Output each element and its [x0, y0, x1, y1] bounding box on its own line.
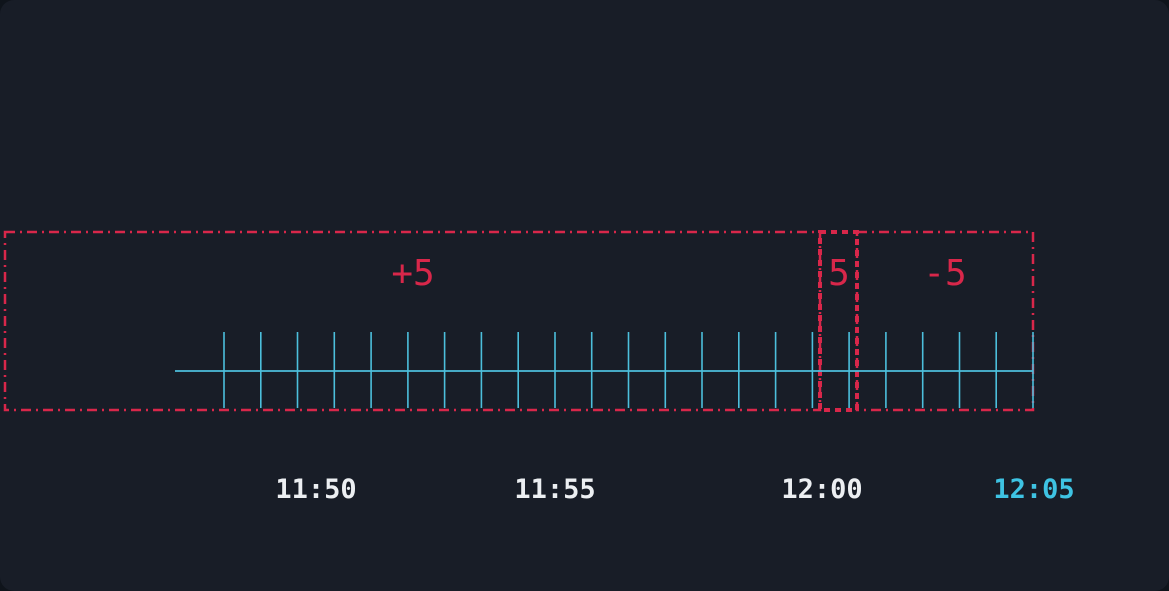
- time-label-1205-current: 12:05: [993, 474, 1074, 505]
- region-plus-label: +5: [391, 253, 434, 294]
- time-label-1200: 12:00: [781, 474, 862, 505]
- region-mid-label: 5: [828, 253, 850, 294]
- region-minus-box: [855, 230, 1035, 412]
- time-label-1155: 11:55: [514, 474, 595, 505]
- timeline-ticks: [223, 332, 1034, 408]
- region-minus-label: -5: [923, 253, 966, 294]
- time-label-1150: 11:50: [275, 474, 356, 505]
